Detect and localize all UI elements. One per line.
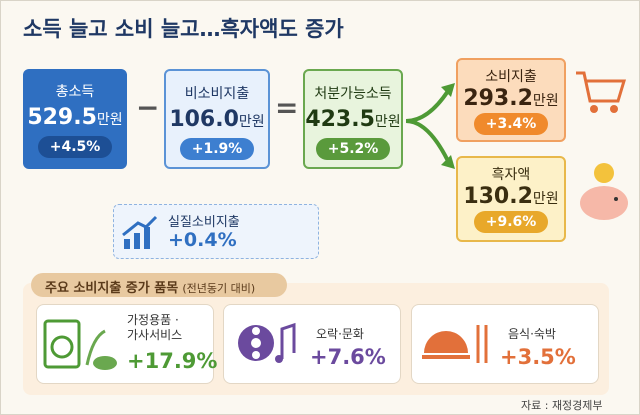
items-note: (전년동기 대비) — [182, 282, 256, 295]
change: +5.2% — [315, 138, 391, 160]
label: 처분가능소득 — [314, 86, 392, 102]
item-card: 음식·숙박 +3.5% — [411, 304, 599, 384]
label-line: 가사서비스 — [127, 328, 183, 342]
real-consumption-box: 실질소비지출 +0.4% — [113, 204, 319, 259]
growth-icon — [122, 215, 158, 249]
piggy-icon — [580, 163, 628, 220]
income-box: 총소득 529.5만원 +4.5% — [23, 69, 127, 169]
label: 실질소비지출 — [168, 215, 240, 230]
amount: 130.2 — [463, 184, 533, 209]
title: 소득 늘고 소비 늘고…흑자액도 증가 — [23, 17, 344, 41]
unit: 만원 — [96, 112, 123, 128]
disposable-box: 처분가능소득 423.5만원 +5.2% — [303, 69, 403, 169]
items-header: 주요 소비지출 증가 품목 (전년동기 대비) — [31, 273, 287, 297]
change: +4.5% — [37, 136, 113, 158]
item-card: 오락·문화 +7.6% — [223, 304, 401, 384]
surplus-box: 흑자액 130.2만원 +9.6% — [456, 156, 566, 242]
item-change: +17.9% — [127, 349, 218, 373]
item-card: 가정용품 · 가사서비스 +17.9% — [36, 304, 218, 384]
amount: 529.5 — [27, 105, 97, 130]
amount: 293.2 — [463, 86, 533, 111]
item-change: +7.6% — [310, 345, 386, 369]
item-label: 가정용품 · 가사서비스 — [127, 313, 182, 343]
nonconsumption-box: 비소비지출 106.0만원 +1.9% — [164, 69, 270, 169]
branch-arrows — [405, 83, 455, 169]
item-label: 오락·문화 — [316, 327, 364, 341]
label: 흑자액 — [491, 167, 531, 183]
item-label: 음식·숙박 — [508, 327, 556, 341]
change: +0.4% — [168, 229, 237, 251]
change: +3.4% — [473, 113, 549, 135]
label: 총소득 — [55, 84, 95, 100]
label: 비소비지출 — [184, 86, 250, 102]
appliance-icon — [43, 319, 117, 370]
unit: 만원 — [532, 191, 559, 207]
film-icon — [238, 322, 296, 363]
unit: 만원 — [374, 114, 401, 130]
cart-icon — [576, 71, 627, 113]
change: +9.6% — [473, 211, 549, 233]
operator: − — [136, 91, 160, 124]
unit: 만원 — [532, 93, 559, 109]
item-change: +3.5% — [500, 345, 576, 369]
amount: 106.0 — [169, 107, 239, 132]
amount: 423.5 — [305, 107, 375, 132]
dining-icon — [422, 325, 488, 363]
operator: = — [275, 91, 299, 124]
label: 소비지출 — [485, 69, 537, 85]
source: 자료 : 재정경제부 — [521, 399, 603, 412]
items-title: 주요 소비지출 증가 품목 — [45, 281, 179, 296]
consumption-box: 소비지출 293.2만원 +3.4% — [456, 58, 566, 142]
unit: 만원 — [238, 114, 265, 130]
change: +1.9% — [179, 138, 255, 160]
label-line: 가정용품 · — [127, 313, 179, 327]
